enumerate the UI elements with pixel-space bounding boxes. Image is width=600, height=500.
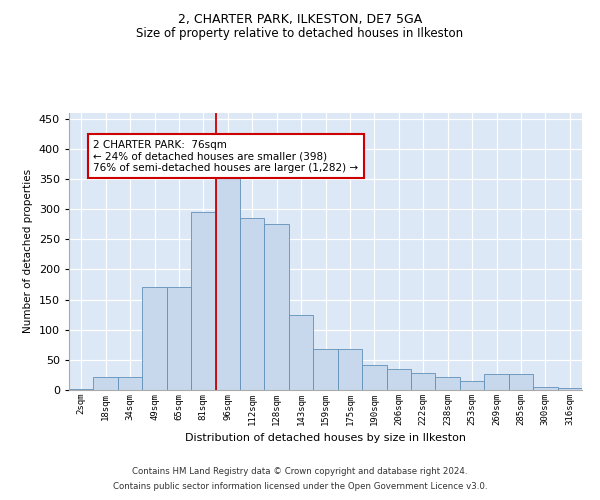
Bar bbox=[167, 288, 191, 390]
Text: Contains HM Land Registry data © Crown copyright and database right 2024.: Contains HM Land Registry data © Crown c… bbox=[132, 467, 468, 476]
Bar bbox=[460, 381, 484, 390]
Bar bbox=[436, 376, 460, 390]
Bar bbox=[289, 314, 313, 390]
Bar bbox=[533, 387, 557, 390]
Bar bbox=[338, 349, 362, 390]
Text: Size of property relative to detached houses in Ilkeston: Size of property relative to detached ho… bbox=[136, 28, 464, 40]
Bar bbox=[484, 374, 509, 390]
Bar bbox=[313, 349, 338, 390]
Text: 2 CHARTER PARK:  76sqm
← 24% of detached houses are smaller (398)
76% of semi-de: 2 CHARTER PARK: 76sqm ← 24% of detached … bbox=[94, 140, 359, 173]
Text: 2, CHARTER PARK, ILKESTON, DE7 5GA: 2, CHARTER PARK, ILKESTON, DE7 5GA bbox=[178, 12, 422, 26]
Bar bbox=[142, 288, 167, 390]
Bar bbox=[386, 369, 411, 390]
Bar bbox=[240, 218, 265, 390]
Text: Contains public sector information licensed under the Open Government Licence v3: Contains public sector information licen… bbox=[113, 482, 487, 491]
Bar bbox=[265, 224, 289, 390]
Bar bbox=[118, 376, 142, 390]
X-axis label: Distribution of detached houses by size in Ilkeston: Distribution of detached houses by size … bbox=[185, 434, 466, 444]
Bar bbox=[191, 212, 215, 390]
Bar bbox=[94, 376, 118, 390]
Y-axis label: Number of detached properties: Number of detached properties bbox=[23, 169, 33, 334]
Bar bbox=[362, 364, 386, 390]
Bar bbox=[557, 388, 582, 390]
Bar bbox=[509, 374, 533, 390]
Bar bbox=[215, 168, 240, 390]
Bar bbox=[411, 373, 436, 390]
